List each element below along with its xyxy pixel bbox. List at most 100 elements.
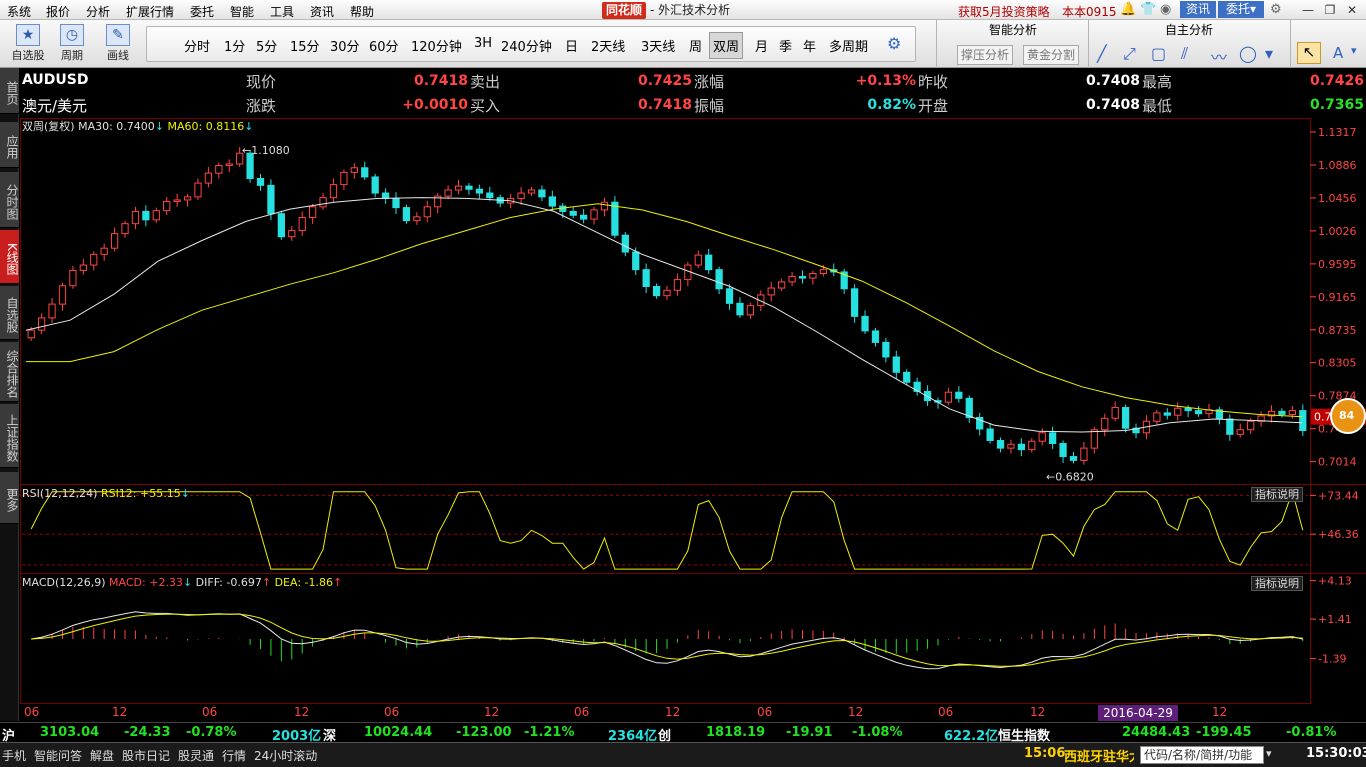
- period-settings-icon[interactable]: ⚙: [887, 34, 902, 53]
- shirt-icon[interactable]: 👕: [1140, 2, 1157, 17]
- support-resistance-button[interactable]: 撑压分析: [957, 45, 1014, 65]
- period-60m[interactable]: 60分: [369, 40, 399, 55]
- macd-indicator-help-button[interactable]: 指标说明: [1251, 576, 1303, 591]
- status-stock-diary[interactable]: 股市日记: [122, 749, 171, 763]
- menu-system[interactable]: 系统: [7, 5, 32, 19]
- period-biweek[interactable]: 双周: [709, 32, 744, 59]
- circle-tool-icon[interactable]: ◯: [1239, 44, 1257, 63]
- period-3day[interactable]: 3天线: [641, 40, 676, 55]
- side-tab-timeshare[interactable]: 分时图: [0, 172, 19, 228]
- period-multi[interactable]: 多周期: [829, 40, 869, 55]
- rsi-indicator-help-button[interactable]: 指标说明: [1251, 487, 1303, 502]
- ma60-legend[interactable]: MA60: 0.8116: [167, 120, 245, 133]
- period-2day[interactable]: 2天线: [591, 40, 626, 55]
- period-120m[interactable]: 120分钟: [411, 40, 462, 55]
- sh-amount: 2003亿: [272, 729, 322, 744]
- status-smart-qa[interactable]: 智能问答: [34, 749, 83, 763]
- rsi-legend-name[interactable]: RSI(12,12,24): [22, 487, 98, 500]
- candle-body: [413, 216, 421, 222]
- period-month[interactable]: 月: [755, 40, 769, 55]
- rectangle-tool-icon[interactable]: ▢: [1151, 44, 1167, 63]
- period-week[interactable]: 周: [689, 40, 703, 55]
- menu-order[interactable]: 委托: [190, 5, 215, 19]
- menu-tools[interactable]: 工具: [270, 5, 295, 19]
- search-dropdown-icon[interactable]: ▾: [1266, 747, 1272, 760]
- ma30-legend[interactable]: MA30: 0.7400: [78, 120, 155, 133]
- side-tab-kline[interactable]: K线图: [0, 230, 19, 284]
- close-button[interactable]: ✕: [1346, 3, 1358, 17]
- price-axis-label: 0.7014: [1318, 456, 1357, 469]
- menu-smart[interactable]: 智能: [230, 5, 255, 19]
- menu-quote[interactable]: 报价: [46, 5, 71, 19]
- kline-chart[interactable]: 1.1317 1.0886 1.0456 1.0026 0.9595 0.9165 0.87…: [20, 118, 1366, 704]
- period-3h[interactable]: 3H: [474, 36, 493, 51]
- candle-body: [173, 199, 181, 202]
- golden-ratio-button[interactable]: 黄金分割: [1023, 45, 1080, 65]
- side-tab-ranking[interactable]: 综合排名: [0, 342, 19, 402]
- candle-body: [652, 286, 661, 297]
- ray-tool-icon[interactable]: ⤢: [1123, 44, 1136, 63]
- menu-analysis[interactable]: 分析: [86, 5, 111, 19]
- sz-pct: -1.21%: [524, 725, 575, 740]
- more-tools-icon[interactable]: ▾: [1265, 44, 1274, 63]
- side-tab-watchlist[interactable]: 自选股: [0, 286, 19, 340]
- text-tool-dropdown-icon[interactable]: ▾: [1351, 44, 1357, 57]
- bell-icon[interactable]: 🔔: [1120, 2, 1137, 17]
- status-quote[interactable]: 行情: [222, 749, 247, 763]
- candle-body: [840, 271, 848, 290]
- candle-body: [58, 285, 67, 305]
- period-day[interactable]: 日: [565, 40, 579, 55]
- status-stock-tong[interactable]: 股灵通: [178, 749, 215, 763]
- add-watchlist-button[interactable]: ★ 自选股: [6, 22, 50, 66]
- period-quarter[interactable]: 季: [779, 40, 793, 55]
- text-tool-icon[interactable]: A: [1333, 44, 1344, 62]
- high-annotation: ←1.1080: [242, 144, 290, 157]
- info-button[interactable]: 资讯: [1180, 1, 1216, 18]
- draw-line-button[interactable]: ✎ 画线: [96, 22, 140, 66]
- candle-body: [1049, 432, 1057, 445]
- period-240m[interactable]: 240分钟: [501, 40, 552, 55]
- quote-value-prev-close: 0.7408: [1085, 73, 1140, 89]
- minimize-button[interactable]: —: [1302, 3, 1314, 17]
- settings-icon[interactable]: ⚙: [1270, 2, 1282, 17]
- menu-news[interactable]: 资讯: [310, 5, 335, 19]
- floating-badge[interactable]: 84: [1330, 398, 1366, 434]
- side-tab-home[interactable]: 首页: [0, 68, 19, 114]
- period-5m[interactable]: 5分: [256, 40, 278, 55]
- promo-link[interactable]: 获取5月投资策略: [958, 5, 1050, 19]
- wave-tool-icon[interactable]: 〰: [1211, 48, 1228, 67]
- trade-button[interactable]: 委托▾: [1218, 1, 1264, 18]
- low-annotation: ←0.6820: [1046, 470, 1094, 483]
- news-headline[interactable]: 西班牙驻华大: [1064, 750, 1134, 765]
- index-ticker[interactable]: 沪 3103.04 -24.33 -0.78% 2003亿 深 10024.44…: [0, 722, 1366, 744]
- period-timeshare[interactable]: 分时: [184, 40, 211, 55]
- status-market-comment[interactable]: 解盘: [90, 749, 115, 763]
- candle-body: [361, 167, 369, 178]
- eye-icon[interactable]: ◉: [1160, 2, 1172, 17]
- rsi-legend: RSI(12,12,24) RSI12: +55.15↓: [22, 487, 190, 500]
- side-tab-more[interactable]: 更多: [0, 472, 19, 524]
- line-tool-icon[interactable]: ╱: [1097, 44, 1107, 63]
- side-tab-apps[interactable]: 应用: [0, 122, 19, 168]
- period-clock-icon: ◷: [60, 24, 84, 46]
- candle-body: [725, 288, 734, 304]
- menu-help[interactable]: 帮助: [350, 5, 375, 19]
- maximize-button[interactable]: ❐: [1324, 3, 1336, 17]
- status-mobile[interactable]: 手机: [2, 749, 27, 763]
- side-tab-sh-index[interactable]: 上证指数: [0, 404, 19, 468]
- period-1m[interactable]: 1分: [224, 40, 246, 55]
- chart-area[interactable]: 1.1317 1.0886 1.0456 1.0026 0.9595 0.9165 0.87…: [20, 118, 1366, 704]
- menu-extended-quote[interactable]: 扩展行情: [126, 5, 175, 19]
- status-24h-scroll[interactable]: 24小时滚动: [254, 749, 318, 763]
- smart-analysis-panel: 智能分析 撑压分析 黄金分割: [936, 20, 1088, 68]
- period-year[interactable]: 年: [803, 40, 817, 55]
- period-30m[interactable]: 30分: [330, 40, 360, 55]
- channel-tool-icon[interactable]: ⫽: [1181, 44, 1189, 63]
- code-search-input[interactable]: 代码/名称/简拼/功能: [1140, 746, 1264, 764]
- candle-body: [1007, 443, 1015, 449]
- cursor-tool-icon[interactable]: ↖: [1297, 42, 1321, 64]
- macd-legend-name[interactable]: MACD(12,26,9): [22, 576, 106, 589]
- candle-body: [809, 272, 817, 279]
- period-15m[interactable]: 15分: [290, 40, 320, 55]
- period-button[interactable]: ◷ 周期: [50, 22, 94, 66]
